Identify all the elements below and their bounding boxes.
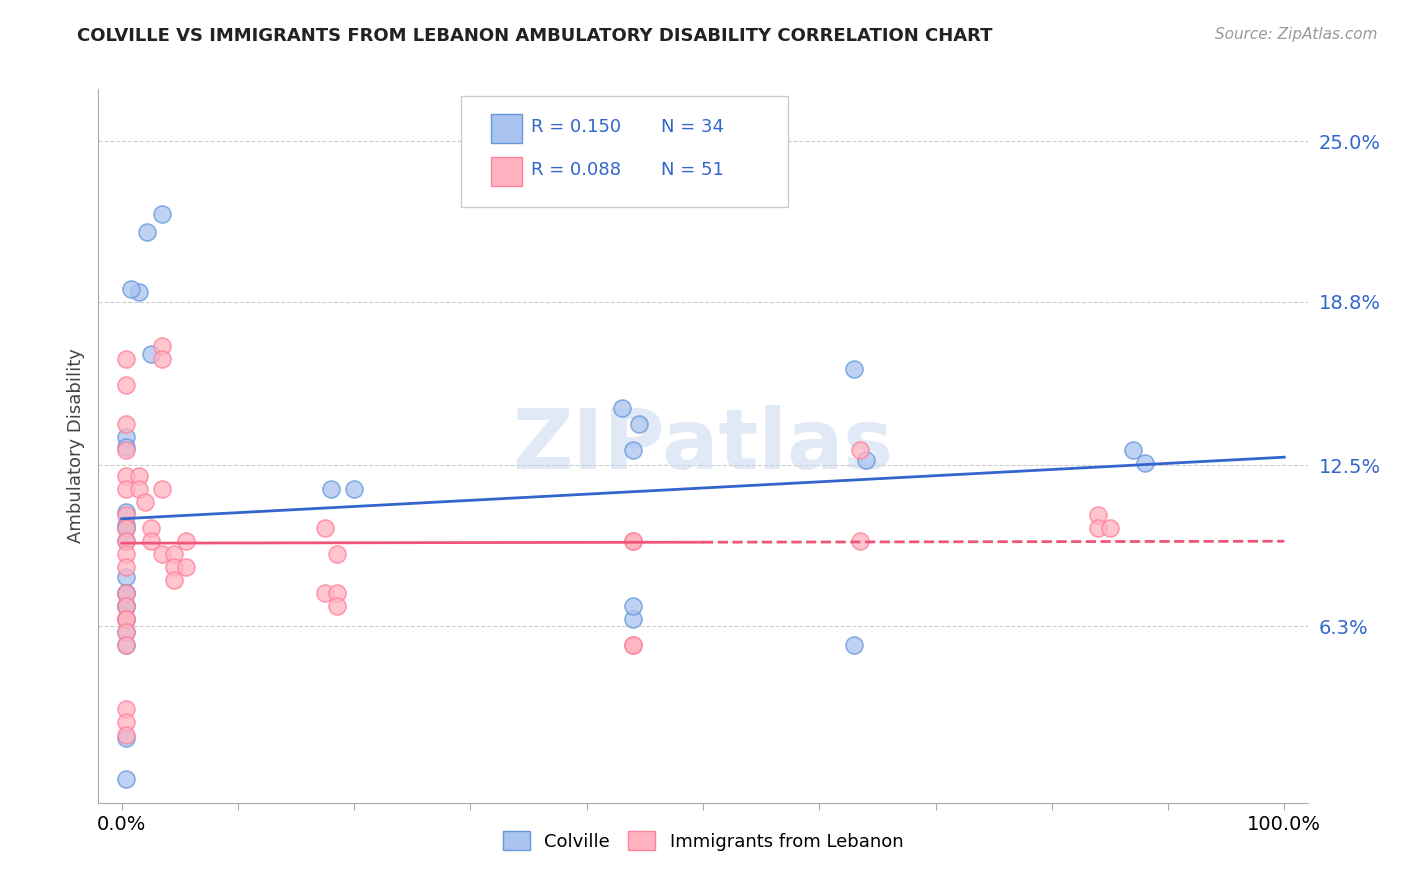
Point — [128, 482, 150, 496]
Point — [139, 521, 162, 535]
Point — [1098, 521, 1121, 535]
Point — [621, 442, 644, 457]
Point — [150, 207, 173, 221]
Point — [115, 599, 138, 613]
Point — [621, 611, 644, 625]
Point — [844, 362, 866, 376]
FancyBboxPatch shape — [461, 96, 787, 207]
Point — [849, 533, 872, 548]
FancyBboxPatch shape — [492, 157, 522, 186]
Point — [115, 702, 138, 716]
Point — [1087, 508, 1109, 522]
Point — [139, 347, 162, 361]
Point — [128, 468, 150, 483]
Point — [115, 482, 138, 496]
Point — [326, 547, 349, 561]
Point — [136, 225, 159, 239]
Point — [314, 585, 336, 599]
Point — [150, 482, 173, 496]
Point — [610, 401, 633, 416]
Point — [163, 573, 186, 587]
Point — [314, 521, 336, 535]
Point — [115, 570, 138, 584]
Point — [174, 559, 197, 574]
Point — [115, 599, 138, 613]
Point — [849, 442, 872, 457]
Point — [115, 624, 138, 639]
Text: ZIPatlas: ZIPatlas — [513, 406, 893, 486]
Point — [115, 440, 138, 454]
Point — [115, 352, 138, 367]
Point — [174, 533, 197, 548]
Y-axis label: Ambulatory Disability: Ambulatory Disability — [66, 349, 84, 543]
Point — [115, 611, 138, 625]
Point — [1122, 442, 1144, 457]
Point — [115, 731, 138, 745]
Point — [115, 430, 138, 444]
Point — [319, 482, 342, 496]
Point — [115, 559, 138, 574]
Point — [150, 547, 173, 561]
Point — [115, 585, 138, 599]
Point — [115, 624, 138, 639]
Point — [621, 533, 644, 548]
Text: N = 51: N = 51 — [661, 161, 724, 178]
Point — [1133, 456, 1156, 470]
Text: N = 34: N = 34 — [661, 118, 724, 136]
Point — [326, 585, 349, 599]
Point — [621, 599, 644, 613]
Text: R = 0.150: R = 0.150 — [531, 118, 621, 136]
Point — [115, 533, 138, 548]
Point — [163, 559, 186, 574]
Point — [150, 339, 173, 353]
Point — [343, 482, 366, 496]
Point — [115, 585, 138, 599]
Point — [115, 518, 138, 533]
Point — [115, 611, 138, 625]
Point — [628, 417, 651, 431]
Point — [621, 638, 644, 652]
FancyBboxPatch shape — [492, 114, 522, 143]
Point — [134, 495, 156, 509]
Text: COLVILLE VS IMMIGRANTS FROM LEBANON AMBULATORY DISABILITY CORRELATION CHART: COLVILLE VS IMMIGRANTS FROM LEBANON AMBU… — [77, 27, 993, 45]
Point — [115, 417, 138, 431]
Point — [115, 638, 138, 652]
Point — [115, 715, 138, 730]
Point — [621, 533, 644, 548]
Point — [115, 521, 138, 535]
Point — [115, 442, 138, 457]
Point — [115, 508, 138, 522]
Point — [115, 611, 138, 625]
Point — [1087, 521, 1109, 535]
Point — [326, 599, 349, 613]
Point — [115, 533, 138, 548]
Point — [115, 547, 138, 561]
Point — [120, 282, 142, 296]
Point — [115, 728, 138, 742]
Point — [115, 611, 138, 625]
Point — [115, 585, 138, 599]
Legend: Colville, Immigrants from Lebanon: Colville, Immigrants from Lebanon — [495, 824, 911, 858]
Point — [139, 533, 162, 548]
Point — [621, 638, 644, 652]
Point — [115, 599, 138, 613]
Point — [115, 378, 138, 392]
Point — [150, 352, 173, 367]
Text: Source: ZipAtlas.com: Source: ZipAtlas.com — [1215, 27, 1378, 42]
Point — [855, 453, 877, 467]
Point — [115, 505, 138, 519]
Text: R = 0.088: R = 0.088 — [531, 161, 621, 178]
Point — [163, 547, 186, 561]
Point — [115, 468, 138, 483]
Point — [128, 285, 150, 299]
Point — [115, 521, 138, 535]
Point — [844, 638, 866, 652]
Point — [115, 772, 138, 787]
Point — [115, 638, 138, 652]
